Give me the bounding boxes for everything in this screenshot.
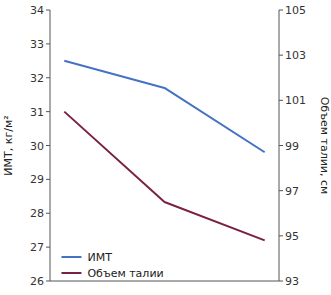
y-tick-label: 26 (30, 275, 44, 288)
y2-tick (279, 235, 283, 236)
y2-tick-label: 99 (285, 140, 299, 153)
y-tick-label: 27 (30, 241, 44, 254)
axes: 26 27 28 29 30 31 32 33 34 93 95 97 99 101 103 105 (30, 4, 306, 288)
y2-tick-label: 97 (285, 185, 299, 198)
y-tick-label: 31 (30, 106, 44, 119)
y-tick-label: 33 (30, 38, 44, 51)
legend-swatch (61, 272, 81, 274)
y2-tick-label: 101 (285, 94, 306, 107)
y2-tick-label: 93 (285, 275, 299, 288)
legend-label: Объем талии (87, 267, 163, 280)
y2-tick-label: 105 (285, 4, 306, 17)
y-axis-label: ИМТ, кг/м² (2, 115, 15, 175)
y-tick (46, 111, 50, 112)
y2-tick (279, 190, 283, 191)
y2-tick (279, 10, 283, 11)
y2-axis-label: Объем талии, см (318, 97, 331, 195)
y-tick (46, 281, 50, 282)
y-tick (46, 43, 50, 44)
y-tick (46, 213, 50, 214)
y-tick (46, 247, 50, 248)
y-tick (46, 77, 50, 78)
y2-tick (279, 145, 283, 146)
series-line (64, 112, 264, 241)
chart-container: 26 27 28 29 30 31 32 33 34 93 95 97 99 101 103 105 ИМТ, … (0, 0, 331, 295)
y2-tick (279, 281, 283, 282)
y-tick-label: 34 (30, 4, 44, 17)
legend-swatch (61, 256, 81, 258)
y-tick (46, 179, 50, 180)
y-tick-label: 32 (30, 72, 44, 85)
y-tick-label: 29 (30, 173, 44, 186)
y2-tick-label: 95 (285, 230, 299, 243)
y-tick (46, 145, 50, 146)
legend-label: ИМТ (87, 251, 112, 264)
legend: ИМТ Объем талии (61, 251, 163, 280)
x-axis-line (50, 281, 279, 282)
y2-tick (279, 55, 283, 56)
plot-area (64, 61, 264, 241)
y-tick-label: 28 (30, 207, 44, 220)
y-tick-label: 30 (30, 140, 44, 153)
y2-tick-label: 103 (285, 49, 306, 62)
y2-tick (279, 100, 283, 101)
y-tick (46, 10, 50, 11)
chart-svg: 26 27 28 29 30 31 32 33 34 93 95 97 99 101 103 105 ИМТ, … (0, 0, 331, 295)
